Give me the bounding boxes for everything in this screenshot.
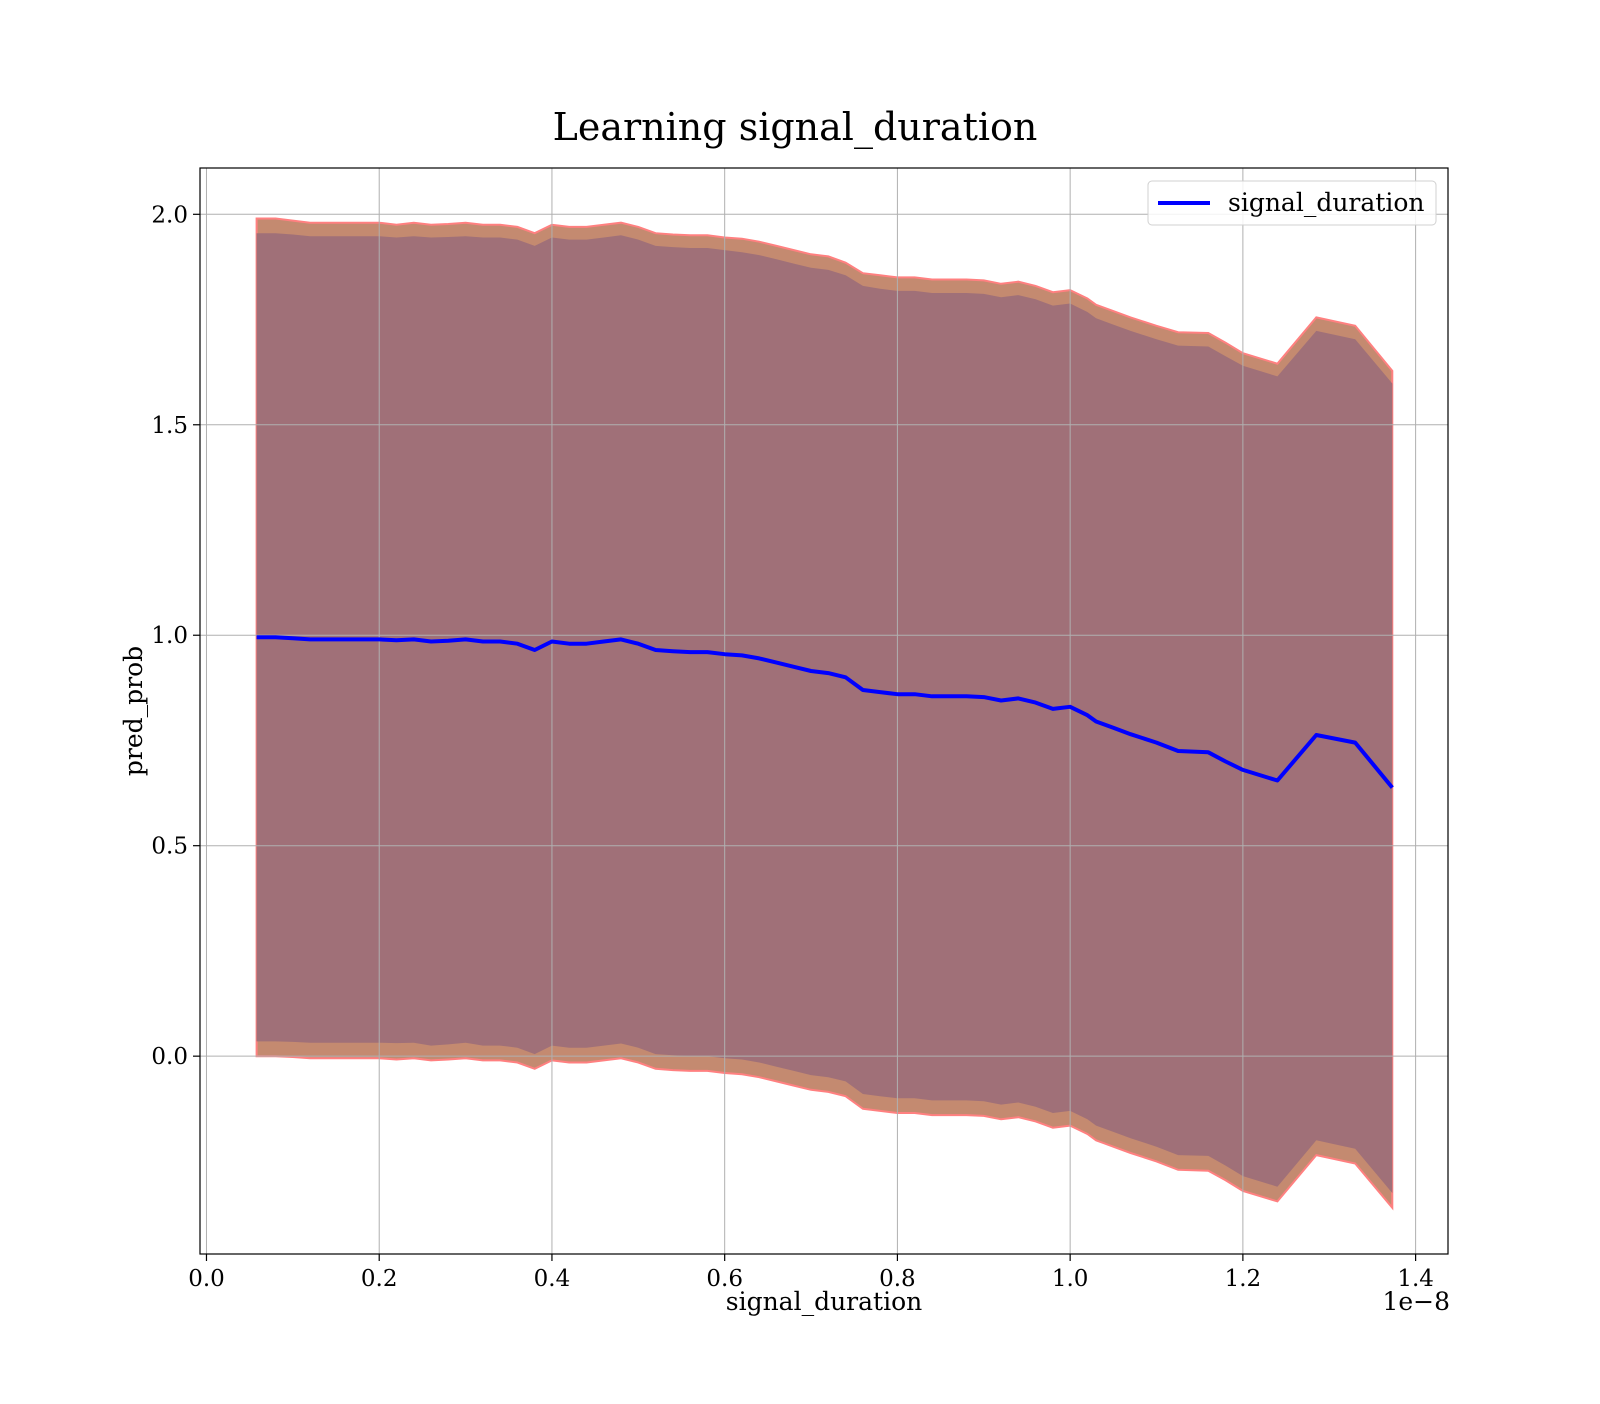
x-tick-label: 0.6 (706, 1266, 743, 1292)
inner-confidence-band (256, 233, 1393, 1193)
legend-label: signal_duration (1228, 188, 1424, 217)
x-tick-label: 0.0 (188, 1266, 225, 1292)
series-line-signal-duration (256, 635, 1394, 789)
x-tick-label: 0.4 (534, 1266, 571, 1292)
y-tick-label: 1.0 (151, 623, 188, 649)
x-axis-label: signal_duration (726, 1287, 922, 1316)
x-tick-label: 0.8 (879, 1266, 916, 1292)
y-axis-ticks: 0.0 0.5 1.0 1.5 2.0 (151, 202, 200, 1070)
x-tick-label: 0.2 (361, 1266, 398, 1292)
x-tick-label: 1.2 (1225, 1266, 1262, 1292)
legend: signal_duration (1147, 180, 1437, 226)
x-axis-ticks: 0.0 0.2 0.4 0.6 0.8 1.0 1.2 1.4 (188, 1254, 1434, 1292)
y-axis-label: pred_prob (119, 646, 148, 776)
x-axis-offset-text: 1e−8 (1382, 1287, 1450, 1316)
plot-frame (199, 167, 1449, 1255)
x-tick-label: 1.0 (1052, 1266, 1089, 1292)
confidence-bands (255, 217, 1394, 1211)
y-tick-label: 2.0 (151, 202, 188, 228)
legend-box (1147, 180, 1437, 226)
grid-lines (200, 168, 1448, 1254)
series-line-layer (256, 635, 1394, 789)
x-tick-label: 1.4 (1397, 1266, 1434, 1292)
y-tick-label: 1.5 (151, 413, 188, 439)
y-tick-label: 0.5 (151, 834, 188, 860)
chart-title: Learning signal_duration (553, 105, 1038, 150)
y-tick-label: 0.0 (151, 1044, 188, 1070)
